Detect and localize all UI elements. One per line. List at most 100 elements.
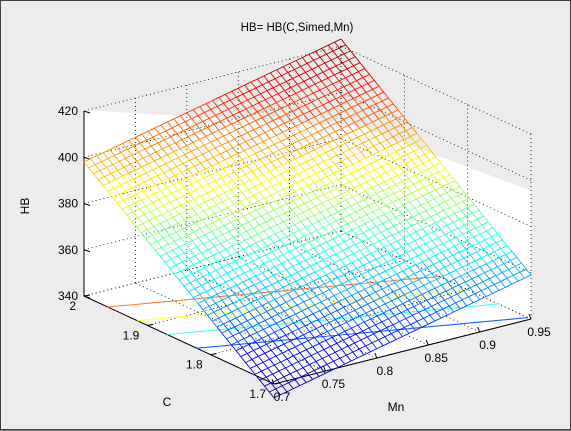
y-tick-mark [273,382,281,385]
x-tick-mark [425,339,429,346]
mesh-segment [389,309,410,334]
mesh-segment [229,153,256,167]
mesh-segment [358,160,379,185]
mesh-segment [157,195,184,209]
grid-line [186,269,377,359]
mesh-segment [255,140,282,154]
mesh-segment [441,186,462,211]
mesh-segment [191,105,218,120]
mesh-segment [340,38,361,63]
mesh-segment [189,147,216,161]
mesh-segment [237,296,264,310]
mesh-segment [303,68,330,82]
mesh-segment [371,220,391,245]
mesh-segment [190,237,217,251]
mesh-segment [279,259,306,273]
mesh-segment [283,176,310,190]
mesh-segment [270,248,297,262]
mesh-segment [391,112,411,137]
mesh-segment [410,136,430,161]
x-tick-mark [528,313,532,320]
mesh-segment [163,160,190,174]
mesh-segment [313,280,333,305]
mesh-segment [255,230,282,244]
mesh-segment [246,218,273,232]
mesh-segment [221,99,248,113]
mesh-segment [176,219,203,233]
mesh-segment [364,288,384,314]
mesh-segment [409,267,429,292]
mesh-segment [259,367,286,381]
mesh-segment [409,169,430,194]
mesh-segment [205,123,232,137]
mesh-segment [441,252,461,277]
mesh-segment [145,225,172,239]
mesh-segment [498,257,519,282]
mesh-segment [251,224,278,238]
mesh-segment [250,355,277,369]
mesh-segment [182,183,209,197]
mesh-segment [154,148,181,162]
z-tick-mark [83,110,91,114]
mesh-segment [429,159,449,185]
mesh-segment [365,157,385,182]
mesh-segment [422,162,443,188]
mesh-segment [295,146,322,160]
mesh-segment [300,221,321,246]
mesh-segment [258,278,285,292]
mesh-segment [286,223,313,238]
mesh-segment [235,337,262,352]
mesh-segment [409,234,430,259]
mesh-segment [320,113,341,138]
mesh-segment [107,178,134,192]
mesh-segment [300,286,320,312]
mesh-segment [170,124,197,138]
mesh-segment [344,331,365,356]
mesh-segment [263,283,290,298]
z-tick-label: 380 [58,197,78,211]
mesh-segment [198,159,225,173]
mesh-segment [326,208,347,234]
mesh-segment [268,69,295,83]
mesh-segment [339,170,360,195]
mesh-segment [421,294,442,319]
mesh-segment [287,325,307,350]
mesh-segment [112,184,139,198]
mesh-segment [240,343,267,357]
mesh-segment [133,166,160,180]
mesh-segment [138,172,165,186]
mesh-segment [416,198,436,223]
mesh-segment [378,151,398,176]
mesh-segment [196,201,224,215]
mesh-segment [269,158,296,172]
grid-line [135,282,326,372]
mesh-segment [266,331,293,345]
mesh-segment [416,165,437,191]
mesh-segment [206,213,233,227]
mesh-segment [276,212,303,226]
mesh-segment [311,122,338,136]
mesh-segment [390,145,411,170]
mesh-segment [383,312,403,337]
mesh-segment [306,316,327,341]
mesh-segment [208,171,235,185]
mesh-segment [210,129,237,143]
mesh-segment [268,289,295,303]
mesh-segment [403,139,424,164]
mesh-segment [131,208,158,222]
mesh-segment [280,328,301,354]
y-axis-line [83,295,275,385]
mesh-segment [121,196,148,210]
mesh-segment [352,163,373,189]
mesh-segment [422,228,442,253]
z-tick-label: 360 [58,243,78,257]
mesh-segment [403,172,424,197]
mesh-segment [408,300,429,325]
mesh-segment [294,257,314,282]
mesh-segment [434,288,455,313]
mesh-segment [226,326,253,340]
mesh-segment [435,222,455,247]
z-tick-label: 420 [58,104,78,118]
mesh-segment [422,195,443,220]
mesh-segment [192,195,219,209]
